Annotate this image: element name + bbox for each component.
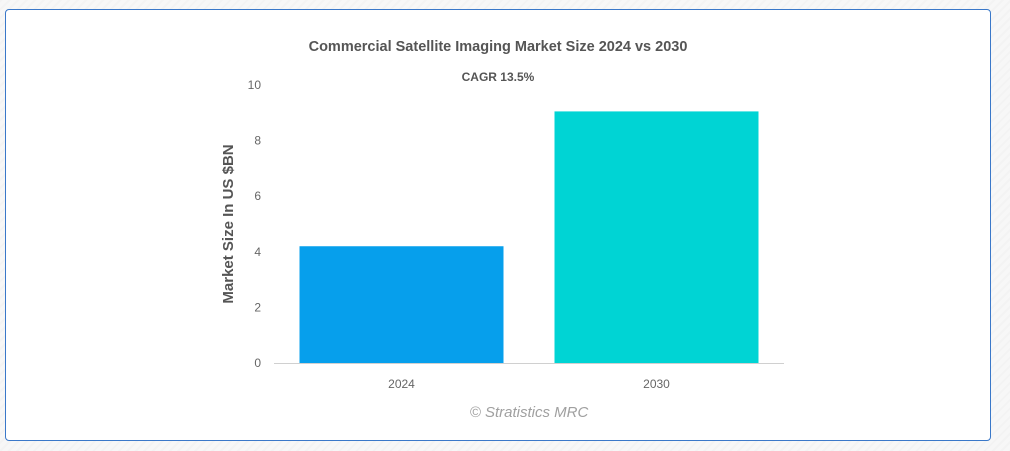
bar-2024: [299, 246, 504, 363]
bar-2030: [554, 111, 759, 363]
x-axis-ticks: 2024 2030: [388, 377, 670, 391]
chart-subtitle: CAGR 13.5%: [462, 70, 535, 84]
y-tick-label: 4: [254, 245, 261, 259]
x-tick-label: 2024: [388, 377, 415, 391]
chart-title: Commercial Satellite Imaging Market Size…: [309, 39, 688, 55]
y-tick-label: 8: [254, 134, 261, 148]
x-tick-label: 2030: [643, 377, 670, 391]
y-tick-label: 10: [248, 78, 262, 92]
chart-card: [5, 9, 991, 441]
y-axis-ticks: 0 2 4 6 8 10: [248, 78, 262, 370]
source-credit: © Stratistics MRC: [470, 404, 589, 421]
y-tick-label: 2: [254, 300, 261, 314]
y-axis-label: Market Size In US $BN: [220, 144, 237, 303]
bars-group: [299, 111, 759, 363]
y-tick-label: 6: [254, 189, 261, 203]
y-tick-label: 0: [254, 356, 261, 370]
